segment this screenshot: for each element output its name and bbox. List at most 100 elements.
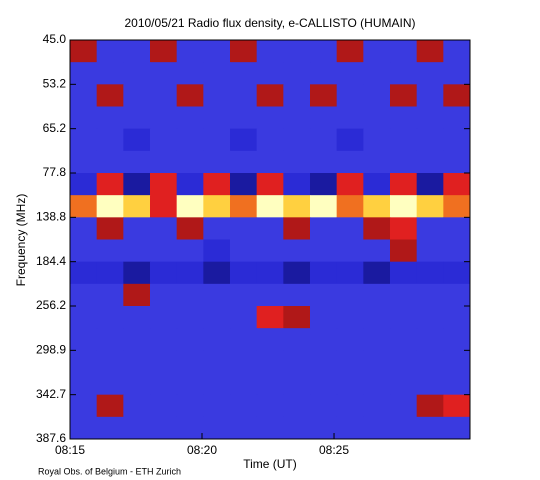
cell — [336, 106, 364, 130]
chart-title: 2010/05/21 Radio flux density, e-CALLIST… — [124, 16, 415, 30]
cell — [443, 416, 471, 440]
cell — [310, 239, 338, 263]
cell — [390, 106, 418, 130]
y-tick-label: 77.8 — [43, 165, 67, 179]
cell — [96, 40, 124, 63]
cell — [336, 173, 364, 196]
cell — [70, 62, 98, 85]
cell — [443, 306, 471, 329]
cell — [150, 128, 178, 152]
cell — [363, 128, 391, 152]
cell — [390, 217, 418, 240]
cell — [176, 372, 204, 396]
cell — [150, 394, 178, 418]
cell — [176, 150, 204, 174]
cell — [150, 261, 178, 285]
x-axis-label: Time (UT) — [243, 457, 297, 471]
cell — [150, 40, 178, 63]
cell — [416, 306, 444, 329]
cell — [443, 217, 471, 240]
cell — [256, 350, 284, 373]
y-tick-label: 184.4 — [36, 254, 66, 268]
cell — [176, 173, 204, 196]
cell — [416, 40, 444, 63]
cell — [256, 173, 284, 196]
cell — [70, 150, 98, 174]
x-tick-label: 08:15 — [55, 443, 85, 457]
y-tick-label: 256.2 — [36, 298, 66, 312]
cell — [203, 217, 231, 240]
cell — [416, 106, 444, 130]
cell — [256, 106, 284, 130]
cell — [443, 84, 471, 107]
y-tick-label: 138.8 — [36, 210, 66, 224]
cell — [176, 350, 204, 373]
cell — [336, 372, 364, 396]
cell — [123, 40, 151, 63]
cell — [96, 261, 124, 285]
cell — [256, 195, 284, 218]
cell — [283, 239, 311, 263]
cell — [230, 84, 258, 107]
cell — [123, 217, 151, 240]
cell — [150, 106, 178, 130]
cell — [230, 128, 258, 152]
cell — [336, 239, 364, 263]
cell — [150, 239, 178, 263]
cell — [123, 106, 151, 130]
cell — [390, 394, 418, 418]
cell — [230, 40, 258, 63]
cell — [123, 261, 151, 285]
cell — [70, 173, 98, 196]
cell — [390, 372, 418, 396]
cell — [256, 239, 284, 263]
cell — [283, 173, 311, 196]
cell — [310, 328, 338, 351]
cell — [443, 62, 471, 85]
cell — [70, 306, 98, 329]
cell — [203, 261, 231, 285]
y-tick-label: 65.2 — [43, 121, 67, 135]
cell — [390, 283, 418, 307]
cell — [203, 306, 231, 329]
cell — [96, 239, 124, 263]
cell — [336, 150, 364, 174]
cell — [256, 306, 284, 329]
cell — [203, 416, 231, 440]
cell — [363, 394, 391, 418]
cell — [283, 84, 311, 107]
cell — [230, 239, 258, 263]
cell — [416, 195, 444, 218]
cell — [150, 372, 178, 396]
cell — [203, 195, 231, 218]
cell — [283, 372, 311, 396]
cell — [443, 128, 471, 152]
cell — [336, 128, 364, 152]
cell — [443, 40, 471, 63]
cell — [363, 372, 391, 396]
cell — [390, 261, 418, 285]
cell — [123, 128, 151, 152]
cell — [310, 173, 338, 196]
cell — [336, 416, 364, 440]
cell — [390, 173, 418, 196]
cell — [203, 283, 231, 307]
cell — [256, 328, 284, 351]
cell — [70, 416, 98, 440]
cell — [390, 62, 418, 85]
cell — [310, 62, 338, 85]
cell — [310, 217, 338, 240]
cell — [443, 239, 471, 263]
cell — [256, 150, 284, 174]
y-tick-label: 53.2 — [43, 77, 67, 91]
cell — [96, 328, 124, 351]
cell — [203, 84, 231, 107]
cell — [176, 195, 204, 218]
cell — [363, 62, 391, 85]
cell — [96, 173, 124, 196]
cell — [123, 239, 151, 263]
cell — [176, 106, 204, 130]
cell — [176, 328, 204, 351]
cell — [203, 62, 231, 85]
cell — [256, 372, 284, 396]
